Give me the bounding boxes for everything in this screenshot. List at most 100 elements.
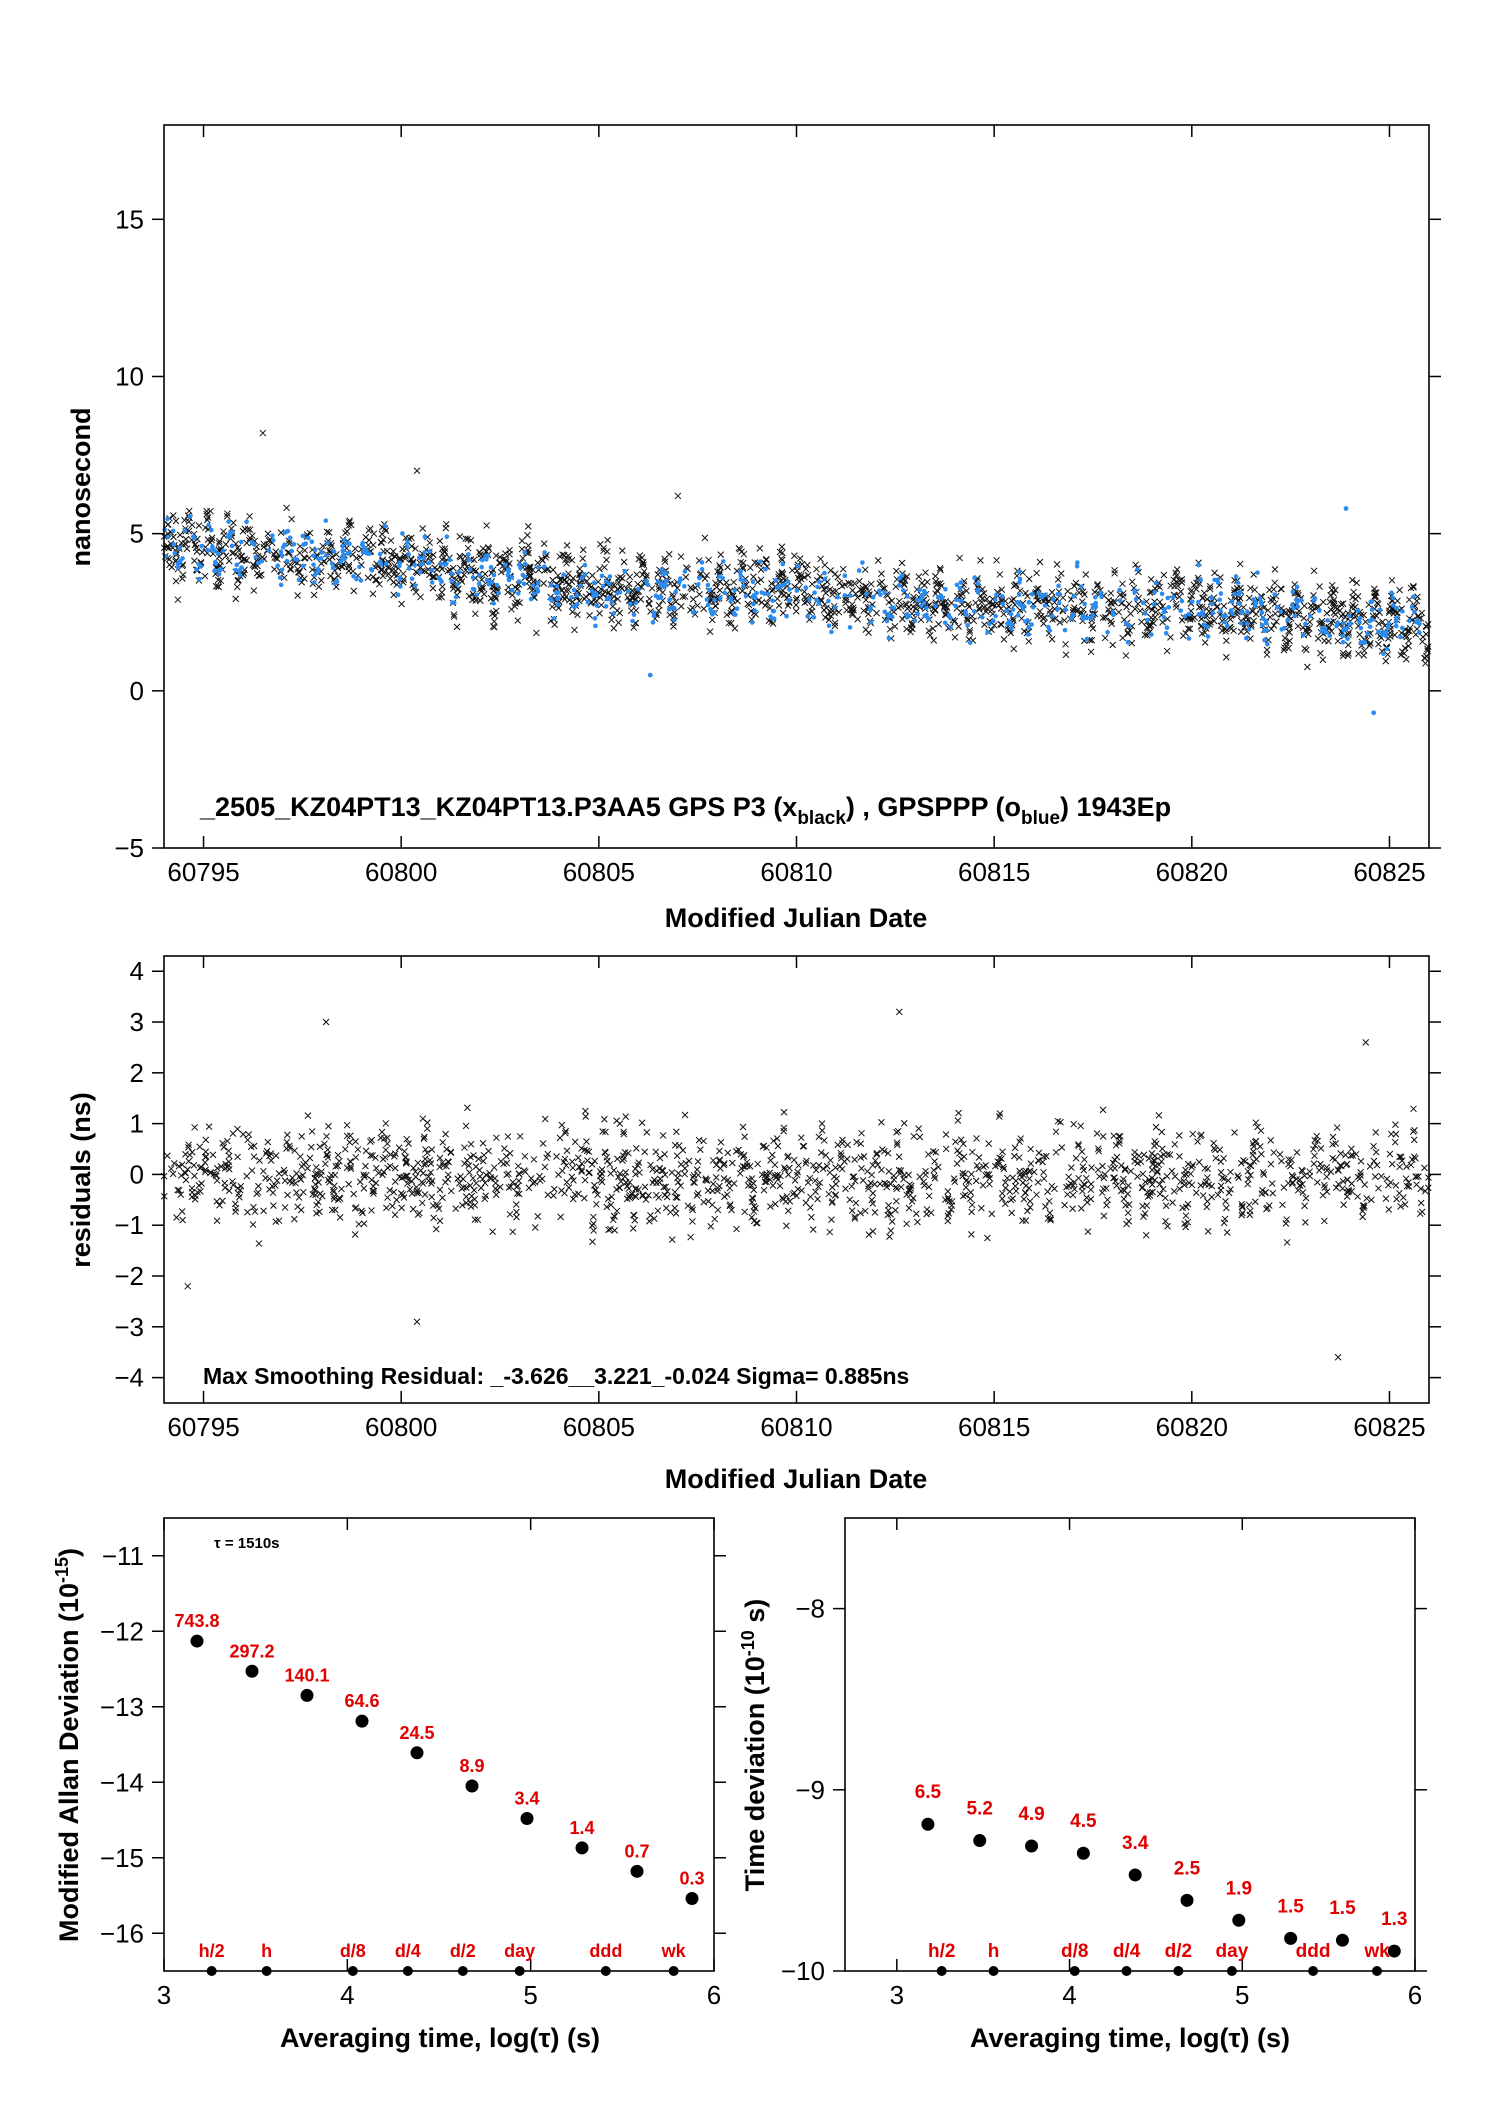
black-x-point — [643, 572, 650, 579]
residual-x-point — [1227, 1186, 1234, 1193]
black-x-point — [450, 611, 458, 619]
blue-o-point — [176, 565, 181, 570]
blue-o-point — [720, 576, 726, 581]
residual-x-point — [832, 1164, 839, 1171]
residual-x-point — [946, 1197, 953, 1205]
residual-x-point — [871, 1157, 879, 1165]
residual-x-point — [589, 1238, 596, 1246]
residual-x-point — [1030, 1168, 1038, 1176]
residual-x-point — [512, 1201, 520, 1208]
residual-x-point — [799, 1142, 807, 1150]
residual-x-point — [1197, 1182, 1205, 1189]
residual-x-point — [428, 1146, 436, 1154]
black-x-point — [1270, 585, 1278, 593]
blue-o-point — [555, 602, 561, 607]
y-tick-label: 1 — [130, 1109, 144, 1139]
black-x-point — [724, 583, 731, 591]
residual-x-point — [531, 1224, 539, 1231]
residual-x-point — [439, 1194, 446, 1202]
residual-x-point — [1113, 1153, 1121, 1161]
residual-x-point — [281, 1204, 289, 1211]
blue-o-point — [342, 537, 347, 543]
residual-x-point — [372, 1154, 379, 1162]
residual-x-point — [1377, 1172, 1385, 1180]
residual-x-point — [1260, 1171, 1268, 1179]
black-x-point — [310, 591, 318, 599]
blue-o-point — [358, 578, 364, 583]
blue-o-point — [1334, 623, 1339, 629]
black-x-point — [1156, 583, 1164, 591]
residual-x-point — [245, 1131, 253, 1138]
residual-x-point — [561, 1155, 569, 1163]
residual-x-point — [1222, 1198, 1229, 1205]
black-x-point — [761, 602, 769, 609]
residual-x-point — [828, 1216, 835, 1224]
blue-o-point — [451, 600, 457, 606]
interval-marker-label: d/8 — [340, 1941, 366, 1961]
black-x-point — [1366, 642, 1373, 649]
blue-o-point — [535, 565, 541, 570]
blue-o-point — [717, 595, 723, 601]
residual-x-point — [471, 1201, 479, 1209]
residual-x-point — [207, 1169, 215, 1176]
residual-x-point — [741, 1208, 749, 1216]
blue-o-point — [1343, 626, 1348, 632]
residual-x-point — [442, 1130, 449, 1138]
black-x-point — [1048, 635, 1056, 643]
residual-x-point — [492, 1185, 499, 1193]
black-x-point — [1122, 652, 1130, 659]
residual-x-point — [645, 1192, 652, 1199]
black-x-point — [775, 570, 783, 578]
blue-o-outlier — [1371, 710, 1377, 716]
black-x-point — [654, 571, 662, 578]
black-x-point — [997, 620, 1005, 628]
black-x-point — [648, 584, 656, 592]
residual-x-point — [225, 1147, 232, 1155]
black-x-point — [1339, 600, 1347, 607]
black-x-point — [801, 599, 809, 606]
residual-x-point — [930, 1172, 938, 1180]
blue-o-point — [1029, 622, 1034, 627]
black-x-point — [881, 585, 888, 592]
residual-x-point — [1396, 1153, 1403, 1161]
residual-x-point — [481, 1179, 489, 1187]
blue-o-point — [954, 597, 960, 603]
residual-x-point — [1113, 1182, 1120, 1189]
residual-x-point — [1288, 1172, 1296, 1179]
black-x-point — [317, 577, 325, 584]
black-x-point — [376, 580, 383, 588]
blue-o-point — [518, 565, 523, 571]
blue-o-point — [438, 578, 444, 583]
residual-x-point — [221, 1164, 229, 1172]
residual-x-point — [826, 1228, 834, 1236]
blue-o-point — [695, 582, 701, 587]
black-x-point — [1048, 588, 1056, 596]
black-x-point — [804, 571, 812, 579]
residual-x-point — [869, 1227, 877, 1235]
residual-x-point — [1301, 1202, 1308, 1210]
black-x-point — [518, 537, 526, 545]
y-tick-label: −11 — [102, 1541, 144, 1571]
black-x-point — [541, 567, 549, 574]
blue-o-point — [645, 582, 651, 588]
residual-x-point — [1370, 1142, 1377, 1150]
black-x-point — [1101, 634, 1109, 642]
residual-x-point — [1413, 1181, 1420, 1188]
residual-x-point — [400, 1173, 408, 1181]
blue-o-point — [377, 559, 383, 564]
stability-point — [1232, 1913, 1246, 1927]
y-tick-label: 3 — [130, 1007, 144, 1037]
blue-o-point — [182, 528, 188, 533]
black-x-point — [1330, 596, 1338, 604]
residual-x-point — [1345, 1188, 1353, 1195]
residual-x-point — [695, 1136, 703, 1144]
residual-x-point — [673, 1152, 681, 1160]
residual-x-point — [209, 1151, 217, 1159]
black-x-point — [1401, 644, 1409, 652]
residual-x-point — [185, 1144, 192, 1151]
residual-x-point — [503, 1159, 511, 1167]
residual-x-point — [585, 1148, 593, 1156]
interval-marker-dot — [1372, 1966, 1382, 1976]
black-x-point — [1422, 622, 1430, 630]
residual-x-point — [1072, 1154, 1080, 1162]
